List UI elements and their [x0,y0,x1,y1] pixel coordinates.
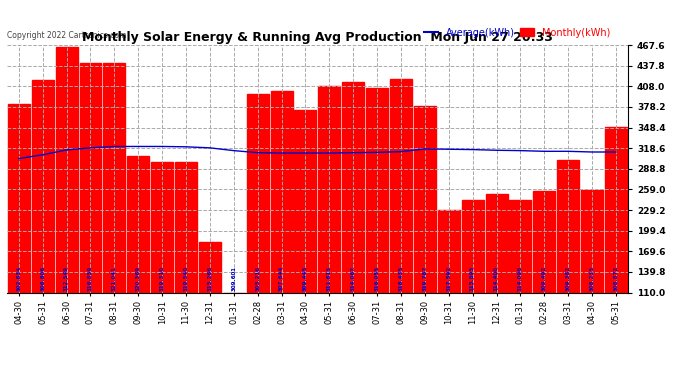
Bar [270,91,293,292]
Bar [533,191,555,292]
Text: 319.510: 319.510 [159,266,165,291]
Bar [295,111,317,292]
Legend: Average(kWh), Monthly(kWh): Average(kWh), Monthly(kWh) [424,28,611,38]
Title: Monthly Solar Energy & Running Avg Production  Mon Jun 27 20:33: Monthly Solar Energy & Running Avg Produ… [82,31,553,44]
Bar [151,162,173,292]
Text: 309.601: 309.601 [231,266,236,291]
Bar [437,210,460,292]
Text: 319.540: 319.540 [184,266,188,291]
Bar [462,201,484,292]
Text: 318.435: 318.435 [399,266,404,291]
Bar [79,63,101,292]
Text: 320.369: 320.369 [136,266,141,291]
Text: 309.382: 309.382 [566,266,571,291]
Text: 315.895: 315.895 [470,266,475,291]
Text: 314.096: 314.096 [518,266,523,291]
Bar [56,47,77,292]
Text: Copyright 2022 Cartronics.com: Copyright 2022 Cartronics.com [7,31,126,40]
Text: 302.834: 302.834 [17,266,21,291]
Bar [486,194,508,292]
Bar [247,94,268,292]
Text: 314.400: 314.400 [494,266,499,291]
Text: 314.067: 314.067 [351,266,356,291]
Bar [390,79,412,292]
Bar [318,86,340,292]
Text: 308.872: 308.872 [613,266,618,291]
Bar [127,156,149,292]
Text: 321.041: 321.041 [112,266,117,291]
Bar [581,190,603,292]
Bar [175,162,197,292]
Text: 306.806: 306.806 [40,266,46,291]
Text: 308.235: 308.235 [589,266,595,291]
Bar [605,127,627,292]
Text: 312.549: 312.549 [64,266,69,291]
Bar [199,242,221,292]
Text: 309.445: 309.445 [303,266,308,291]
Text: 309.492: 309.492 [542,266,546,291]
Bar [32,80,54,292]
Bar [366,88,388,292]
Text: 311.613: 311.613 [327,266,332,291]
Bar [509,201,531,292]
Text: 307.644: 307.644 [279,266,284,291]
Text: 305.216: 305.216 [255,266,260,291]
Text: 316.055: 316.055 [375,266,380,291]
Text: 316.859: 316.859 [88,266,93,291]
Text: 317.592: 317.592 [446,266,451,291]
Bar [8,104,30,292]
Bar [104,63,126,292]
Bar [342,82,364,292]
Text: 319.787: 319.787 [422,266,427,291]
Bar [414,106,436,292]
Bar [558,160,579,292]
Text: 315.266: 315.266 [208,266,213,291]
